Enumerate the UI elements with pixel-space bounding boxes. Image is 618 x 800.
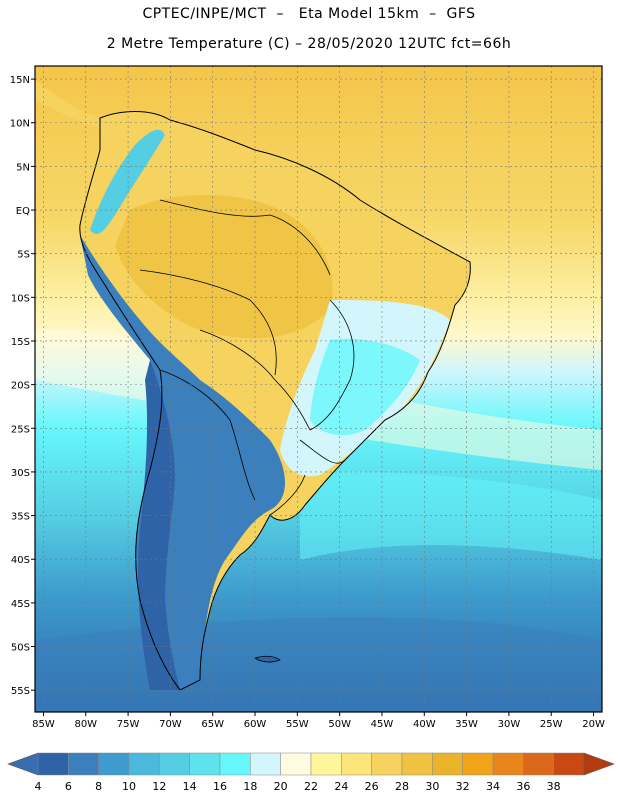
map-field [35, 66, 602, 712]
map-title-line-1: CPTEC/INPE/MCT – Eta Model 15km – GFS [142, 6, 476, 22]
longitude-label: 55W [286, 719, 309, 730]
longitude-labels: 85W 80W 75W 70W 65W 60W 55W 50W 45W 40W 35W 30W 25W 2… [32, 712, 605, 730]
colorbar-high-arrow [583, 752, 615, 776]
latitude-label: 30S [11, 468, 30, 479]
latitude-label: 10N [10, 119, 30, 130]
latitude-labels: 15N 10N 5N EQ 5S 10S 15S 20S 25S 30S 35S 40S 45S 50S 5… [10, 75, 35, 697]
colorbar-label: 26 [365, 780, 379, 793]
andes-southern-cone-cold [80, 235, 285, 690]
longitude-label: 70W [159, 719, 182, 730]
longitude-label: 50W [328, 719, 351, 730]
latitude-label: 10S [11, 293, 30, 304]
falkland-islands [254, 655, 281, 663]
longitude-label: 65W [201, 719, 224, 730]
colorbar-label: 20 [274, 780, 288, 793]
colorbar-label: 36 [516, 780, 530, 793]
colorbar-label: 6 [65, 780, 72, 793]
colorbar-swatch [432, 752, 463, 776]
latitude-label: 15N [10, 75, 30, 86]
latitude-label: 15S [11, 337, 30, 348]
longitude-label: 45W [371, 719, 394, 730]
amazon-warm-region [115, 195, 333, 339]
longitude-label: 40W [413, 719, 436, 730]
latitude-label: 20S [11, 381, 30, 392]
colorbar-low-arrow [7, 752, 39, 776]
colorbar-swatch [341, 752, 372, 776]
latitude-label: 5S [17, 250, 30, 261]
colorbar-label: 14 [183, 780, 197, 793]
ocean-cool-band [300, 470, 602, 560]
longitude-label: 60W [244, 719, 267, 730]
colorbar-swatch [37, 752, 69, 776]
colorbar-swatch [492, 752, 524, 776]
colorbar-label: 4 [35, 780, 42, 793]
colorbar-label: 22 [304, 780, 318, 793]
ocean-cold-band [35, 616, 602, 712]
colorbar-label: 32 [456, 780, 470, 793]
map-frame [34, 65, 603, 713]
latitude-label: 45S [11, 599, 30, 610]
longitude-label: 80W [74, 719, 97, 730]
colorbar-swatch [219, 752, 251, 776]
colorbar-swatch [98, 752, 130, 776]
northern-andes-cold [90, 129, 165, 235]
latitude-label: 35S [11, 512, 30, 523]
central-america-land [35, 80, 100, 128]
patagonia-coldest [138, 360, 180, 690]
latitude-label: 40S [11, 555, 30, 566]
colorbar-label: 18 [243, 780, 257, 793]
colorbar-label: 34 [486, 780, 500, 793]
colorbar-label: 16 [213, 780, 227, 793]
southeast-cold-region [310, 338, 420, 436]
longitude-label: 25W [540, 719, 563, 730]
colorbar-label: 8 [95, 780, 102, 793]
colorbar-swatch [189, 752, 221, 776]
latitude-label: 5N [16, 162, 30, 173]
map-title-line-2: 2 Metre Temperature (C) – 28/05/2020 12U… [106, 36, 512, 52]
latitude-label: 55S [11, 686, 30, 697]
longitude-label: 20W [582, 719, 605, 730]
colorbar-swatch [401, 752, 433, 776]
colorbar-swatch [310, 752, 342, 776]
colorbar-label: 30 [425, 780, 439, 793]
latitude-label: EQ [16, 206, 30, 217]
colorbar-swatch [371, 752, 403, 776]
colorbar-label: 28 [395, 780, 409, 793]
country-borders [139, 199, 355, 516]
longitude-label: 35W [455, 719, 478, 730]
longitude-label: 30W [498, 719, 521, 730]
longitude-label: 85W [32, 719, 55, 730]
colorbar-swatch [128, 752, 160, 776]
colorbar-swatch [250, 752, 281, 776]
latitude-label: 25S [11, 424, 30, 435]
colorbar-label: 12 [152, 780, 166, 793]
latitude-label: 50S [11, 643, 30, 654]
colorbar-label: 10 [122, 780, 136, 793]
colorbar-label: 24 [334, 780, 348, 793]
colorbar-label: 38 [547, 780, 561, 793]
colorbar-swatch [159, 752, 190, 776]
longitude-label: 75W [117, 719, 140, 730]
colorbar-swatch [462, 752, 494, 776]
colorbar-swatch [553, 752, 585, 776]
colorbar-swatch [280, 752, 312, 776]
colorbar-swatch [523, 752, 554, 776]
temperature-colorbar: 4 6 8 10 12 14 16 18 20 22 24 26 28 30 32 34 36 38 [7, 752, 615, 793]
colorbar-swatch [68, 752, 99, 776]
